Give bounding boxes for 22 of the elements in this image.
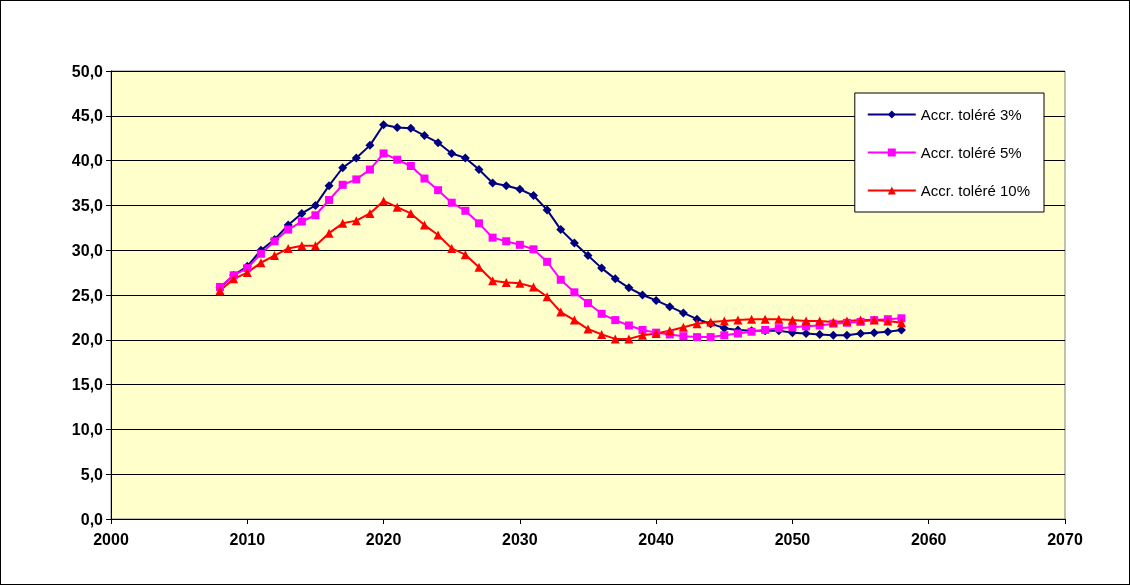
y-tick-label: 50,0 xyxy=(71,62,104,80)
x-tick-label: 2000 xyxy=(93,530,129,548)
x-tick-label: 2050 xyxy=(774,530,811,548)
x-tick-label: 2020 xyxy=(365,530,402,548)
y-tick-label: 15,0 xyxy=(71,376,104,394)
legend-label: Accr. toléré 5% xyxy=(920,144,1022,161)
x-tick-label: 2070 xyxy=(1047,530,1083,548)
y-tick-label: 25,0 xyxy=(71,286,104,304)
y-tick-label: 20,0 xyxy=(71,331,104,349)
y-tick-label: 40,0 xyxy=(71,152,104,170)
legend-label: Accr. toléré 10% xyxy=(920,182,1030,199)
x-tick-label: 2030 xyxy=(502,530,538,548)
y-tick-label: 5,0 xyxy=(80,465,104,483)
x-tick-label: 2010 xyxy=(229,530,266,548)
y-tick-label: 10,0 xyxy=(71,420,104,438)
legend-label: Accr. toléré 3% xyxy=(920,106,1022,123)
x-tick-label: 2060 xyxy=(910,530,947,548)
y-tick-label: 35,0 xyxy=(71,196,104,214)
x-tick-label: 2040 xyxy=(638,530,675,548)
y-tick-label: 30,0 xyxy=(71,241,104,259)
y-tick-label: 0,0 xyxy=(80,510,104,528)
y-tick-label: 45,0 xyxy=(71,107,104,125)
